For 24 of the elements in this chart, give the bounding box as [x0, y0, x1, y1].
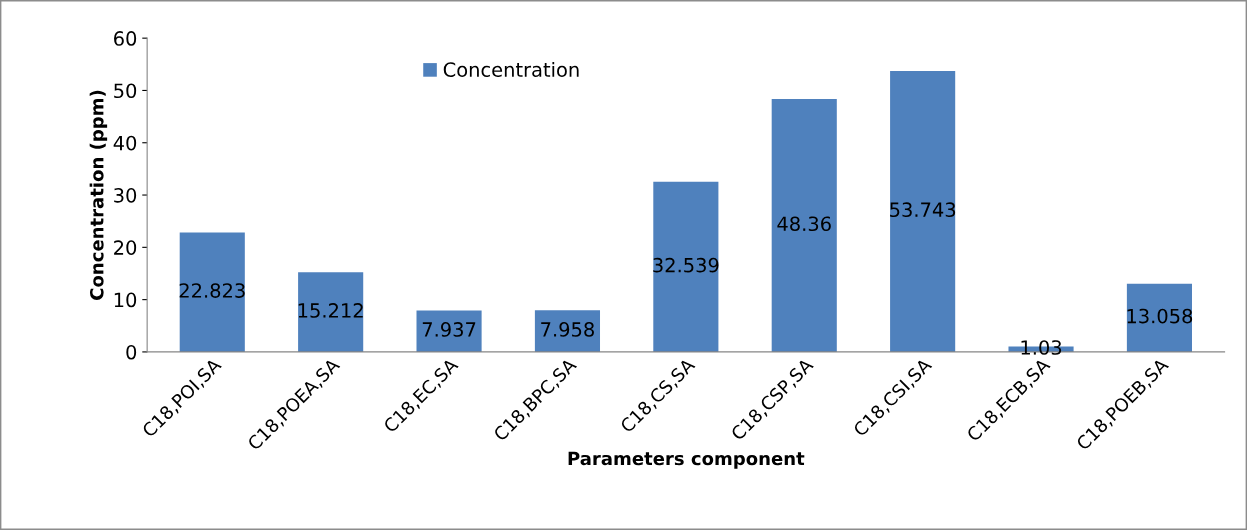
bar	[1126, 283, 1192, 352]
bar	[653, 181, 719, 352]
y-tick-label: 40	[113, 135, 137, 151]
data-label: 7.937	[422, 322, 476, 337]
y-tick-label: 30	[114, 188, 137, 203]
y-axis-title: Concentration (ppm)	[89, 90, 108, 300]
data-label: 13.058	[1127, 308, 1193, 324]
bar	[771, 99, 837, 352]
y-tick-label: 20	[114, 240, 137, 255]
data-label: 15.212	[298, 303, 363, 318]
y-tick-label: 60	[114, 31, 137, 46]
y-tick-label: 10	[114, 292, 137, 308]
bar	[890, 70, 956, 352]
data-label: 48.36	[777, 216, 831, 232]
y-tick-label: 0	[126, 344, 137, 360]
data-label: 7.958	[541, 322, 594, 337]
data-label: 53.743	[890, 202, 956, 218]
legend-label: Concentration	[443, 61, 579, 77]
bar	[179, 232, 245, 352]
bar	[534, 310, 601, 352]
y-tick-label: 50	[114, 83, 137, 99]
bar	[298, 272, 364, 352]
bar	[416, 310, 482, 352]
x-axis-title: Parameters component	[568, 451, 805, 469]
